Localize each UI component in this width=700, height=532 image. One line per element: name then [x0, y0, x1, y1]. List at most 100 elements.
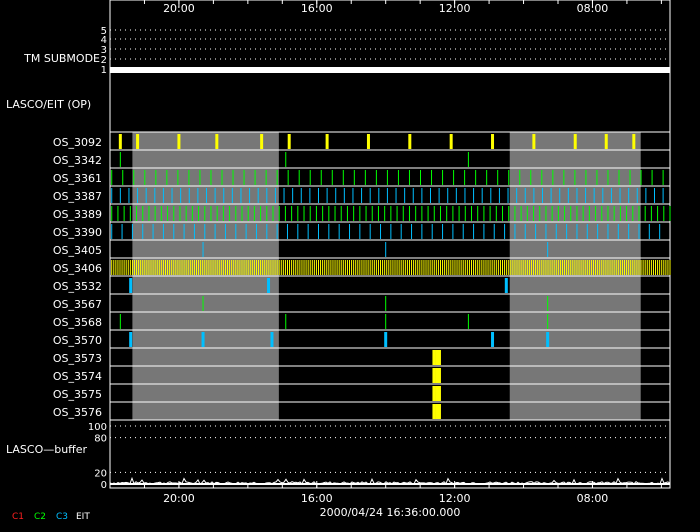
event-mark: [352, 188, 354, 203]
event-mark: [483, 260, 485, 275]
event-mark: [449, 134, 453, 149]
event-mark: [272, 260, 274, 275]
event-mark: [413, 260, 415, 275]
event-mark: [222, 206, 224, 221]
event-mark: [669, 260, 671, 275]
time-axes: 20:00 20:00 16:00 16:00 12:00 12:00 08:00 08:00: [143, 0, 662, 505]
event-mark: [582, 206, 584, 221]
event-mark: [458, 260, 460, 275]
event-mark: [552, 170, 554, 185]
event-mark: [353, 260, 355, 275]
event-mark: [185, 260, 187, 275]
event-mark: [380, 224, 382, 239]
event-mark: [332, 260, 334, 275]
event-mark: [421, 188, 423, 203]
event-mark: [309, 170, 311, 185]
event-mark: [202, 242, 204, 257]
event-mark: [555, 260, 557, 275]
event-mark: [311, 260, 313, 275]
event-mark: [438, 188, 440, 203]
event-mark: [661, 260, 663, 275]
event-mark: [595, 206, 597, 221]
event-mark: [617, 260, 619, 275]
event-mark: [499, 260, 501, 275]
event-mark: [442, 170, 444, 185]
event-mark: [307, 224, 309, 239]
event-mark: [201, 332, 205, 347]
event-mark: [504, 260, 506, 275]
event-mark: [648, 260, 650, 275]
event-mark: [452, 260, 454, 275]
event-mark: [164, 260, 166, 275]
event-mark: [605, 260, 607, 275]
event-mark: [408, 260, 410, 275]
event-mark: [564, 206, 566, 221]
event-mark: [331, 170, 333, 185]
event-mark: [111, 170, 113, 185]
event-mark: [169, 260, 171, 275]
event-mark: [526, 206, 528, 221]
event-mark: [274, 260, 276, 275]
event-mark: [650, 206, 652, 221]
event-mark: [483, 224, 485, 239]
event-mark: [580, 260, 582, 275]
event-mark: [266, 224, 268, 239]
legend-c1: C1: [12, 512, 24, 522]
event-mark: [264, 260, 266, 275]
event-mark: [265, 170, 267, 185]
event-mark: [216, 260, 218, 275]
event-mark: [573, 134, 577, 149]
event-mark: [315, 260, 317, 275]
event-mark: [366, 134, 370, 149]
event-mark: [324, 260, 326, 275]
event-mark: [547, 314, 549, 329]
event-mark: [140, 260, 142, 275]
event-mark: [241, 206, 243, 221]
event-mark: [559, 188, 561, 203]
event-mark: [508, 206, 510, 221]
event-mark: [267, 278, 271, 293]
event-mark: [214, 260, 216, 275]
event-mark: [122, 170, 124, 185]
event-mark: [388, 260, 390, 275]
event-mark: [662, 188, 664, 203]
event-mark: [486, 170, 488, 185]
submode-tick: 4: [101, 35, 107, 46]
event-mark: [162, 260, 164, 275]
event-mark: [320, 170, 322, 185]
event-mark: [307, 260, 309, 275]
event-mark: [255, 260, 257, 275]
event-mark: [634, 260, 636, 275]
event-mark: [432, 350, 436, 365]
buffer-tick: 20: [94, 468, 107, 479]
event-mark: [167, 206, 169, 221]
event-mark: [285, 152, 287, 167]
event-mark: [342, 260, 344, 275]
event-mark: [208, 260, 210, 275]
event-mark: [607, 224, 609, 239]
event-mark: [111, 188, 113, 203]
event-mark: [437, 350, 441, 365]
event-mark: [129, 332, 133, 347]
event-mark: [553, 260, 555, 275]
event-mark: [247, 260, 249, 275]
event-mark: [640, 260, 642, 275]
event-mark: [584, 260, 586, 275]
event-mark: [491, 260, 493, 275]
event-mark: [272, 206, 274, 221]
event-mark: [392, 260, 394, 275]
event-mark: [266, 260, 268, 275]
event-mark: [156, 260, 158, 275]
row-label: OS_3406: [53, 262, 102, 275]
event-mark: [349, 224, 351, 239]
event-mark: [628, 188, 630, 203]
event-mark: [603, 260, 605, 275]
event-mark: [611, 260, 613, 275]
event-mark: [291, 206, 293, 221]
event-mark: [508, 170, 510, 185]
event-mark: [160, 206, 162, 221]
event-mark: [390, 260, 392, 275]
event-mark: [421, 224, 423, 239]
event-mark: [253, 260, 255, 275]
